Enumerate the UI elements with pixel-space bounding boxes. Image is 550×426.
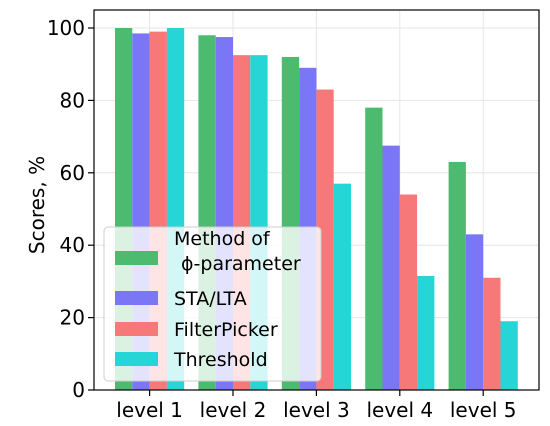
bar [399,194,418,390]
x-axis: level 1 level 2 level 3 level 4 level 5 [116,390,517,422]
legend-frame [103,226,322,382]
bar [483,277,501,390]
x-tick-label: level 4 [366,398,433,422]
bar [365,107,383,390]
y-tick-label: 100 [47,16,85,40]
x-tick-label: level 5 [450,398,517,422]
x-tick-label: level 1 [116,398,183,422]
y-tick-label: 60 [60,161,85,185]
legend-swatch [115,251,158,265]
legend-label: STA/LTA [174,288,247,310]
y-tick-label: 0 [72,378,85,402]
x-tick-label: level 3 [283,398,350,422]
bar [417,275,435,390]
legend-swatch [115,352,158,366]
y-axis: 0 20 40 60 80 100 [47,16,94,402]
legend: Method of ϕ-parameter STA/LTA FilterPicker T… [103,226,322,382]
y-tick-label: 80 [60,88,85,112]
legend-swatch [115,322,158,336]
bar [333,183,351,390]
legend-label: Threshold [173,349,268,371]
x-tick-label: level 2 [200,398,267,422]
bar [500,321,518,390]
y-tick-label: 20 [60,306,85,330]
bar [465,234,484,390]
y-tick-label: 40 [60,233,85,257]
legend-label: FilterPicker [174,319,278,341]
bar [448,161,466,390]
legend-label: ϕ-parameter [181,253,301,275]
y-axis-label: Scores, % [25,156,49,254]
legend-label: Method of [174,228,271,250]
legend-swatch [115,291,158,305]
bar [382,145,400,390]
